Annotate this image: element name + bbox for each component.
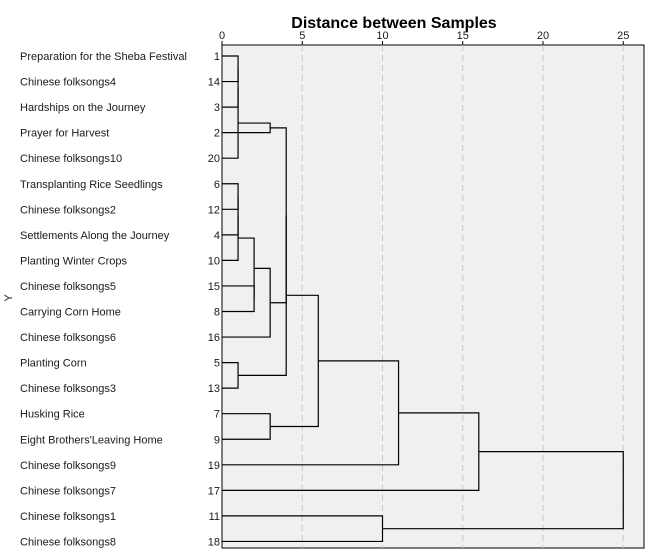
leaf-label: Eight Brothers'Leaving Home (20, 434, 163, 446)
leaf-id: 16 (208, 332, 220, 344)
leaf-label: Settlements Along the Journey (20, 230, 170, 242)
y-axis-label: Y (3, 294, 15, 302)
leaf-label: Prayer for Harvest (20, 128, 109, 140)
grid-lines (301, 45, 624, 548)
leaf-id: 1 (214, 51, 220, 63)
leaf-id: 7 (214, 409, 220, 421)
leaf-label: Chinese folksongs9 (20, 460, 116, 472)
leaf-id: 10 (208, 255, 220, 267)
x-tick-label-5: 5 (299, 30, 305, 42)
leaf-label: Carrying Corn Home (20, 307, 121, 319)
leaf-id: 2 (214, 128, 220, 140)
dendrogram-link (270, 127, 287, 304)
x-tick-label-10: 10 (376, 30, 388, 42)
leaf-id: 3 (214, 102, 220, 114)
chart-title: Distance between Samples (291, 15, 497, 32)
leaf-label: Chinese folksongs1 (20, 511, 116, 523)
dendrogram-link (222, 87, 239, 159)
leaf-id: 4 (214, 230, 220, 242)
x-tick-label-25: 25 (617, 30, 629, 42)
dendrogram-link (382, 451, 624, 530)
leaf-label: Chinese folksongs4 (20, 77, 116, 89)
leaf-id: 18 (208, 536, 220, 548)
leaf-id: 12 (208, 204, 220, 216)
leaf-id: 14 (208, 77, 220, 89)
leaf-id: 9 (214, 434, 220, 446)
dendrogram-link (238, 237, 255, 299)
leaf-id: 17 (208, 485, 220, 497)
leaf-id: 11 (209, 511, 220, 523)
leaf-id: 13 (208, 383, 220, 395)
leaf-label: Planting Corn (20, 358, 87, 370)
leaf-id: 6 (214, 179, 220, 191)
dendrogram-links (222, 55, 624, 543)
leaf-label: Hardships on the Journey (20, 102, 146, 114)
leaf-id: 19 (208, 460, 220, 472)
leaf-label: Husking Rice (20, 409, 85, 421)
leaf-id: 8 (214, 307, 220, 319)
leaf-label: Chinese folksongs7 (20, 485, 116, 497)
leaf-label: Chinese folksongs2 (20, 204, 116, 216)
plot-area (221, 44, 645, 549)
leaf-id: 15 (208, 281, 220, 293)
leaf-labels: Preparation for the Sheba Festival 1 Chine… (20, 51, 220, 548)
leaf-label: Chinese folksongs5 (20, 281, 116, 293)
leaf-label: Chinese folksongs8 (20, 536, 116, 548)
x-tick-label-20: 20 (537, 30, 549, 42)
dendrogram-link (238, 215, 287, 376)
leaf-label: Preparation for the Sheba Festival (20, 51, 187, 63)
x-tick-label-0: 0 (219, 30, 225, 42)
leaf-id: 5 (214, 358, 220, 370)
leaf-id: 20 (208, 153, 220, 165)
leaf-label: Chinese folksongs6 (20, 332, 116, 344)
x-axis-ticks: 0 5 10 15 20 25 (219, 30, 629, 45)
x-tick-label-15: 15 (457, 30, 469, 42)
leaf-label: Chinese folksongs10 (20, 153, 122, 165)
leaf-label: Transplanting Rice Seedlings (20, 179, 163, 191)
leaf-label: Planting Winter Crops (20, 255, 127, 267)
dendrogram-link (222, 215, 239, 261)
leaf-label: Chinese folksongs3 (20, 383, 116, 395)
